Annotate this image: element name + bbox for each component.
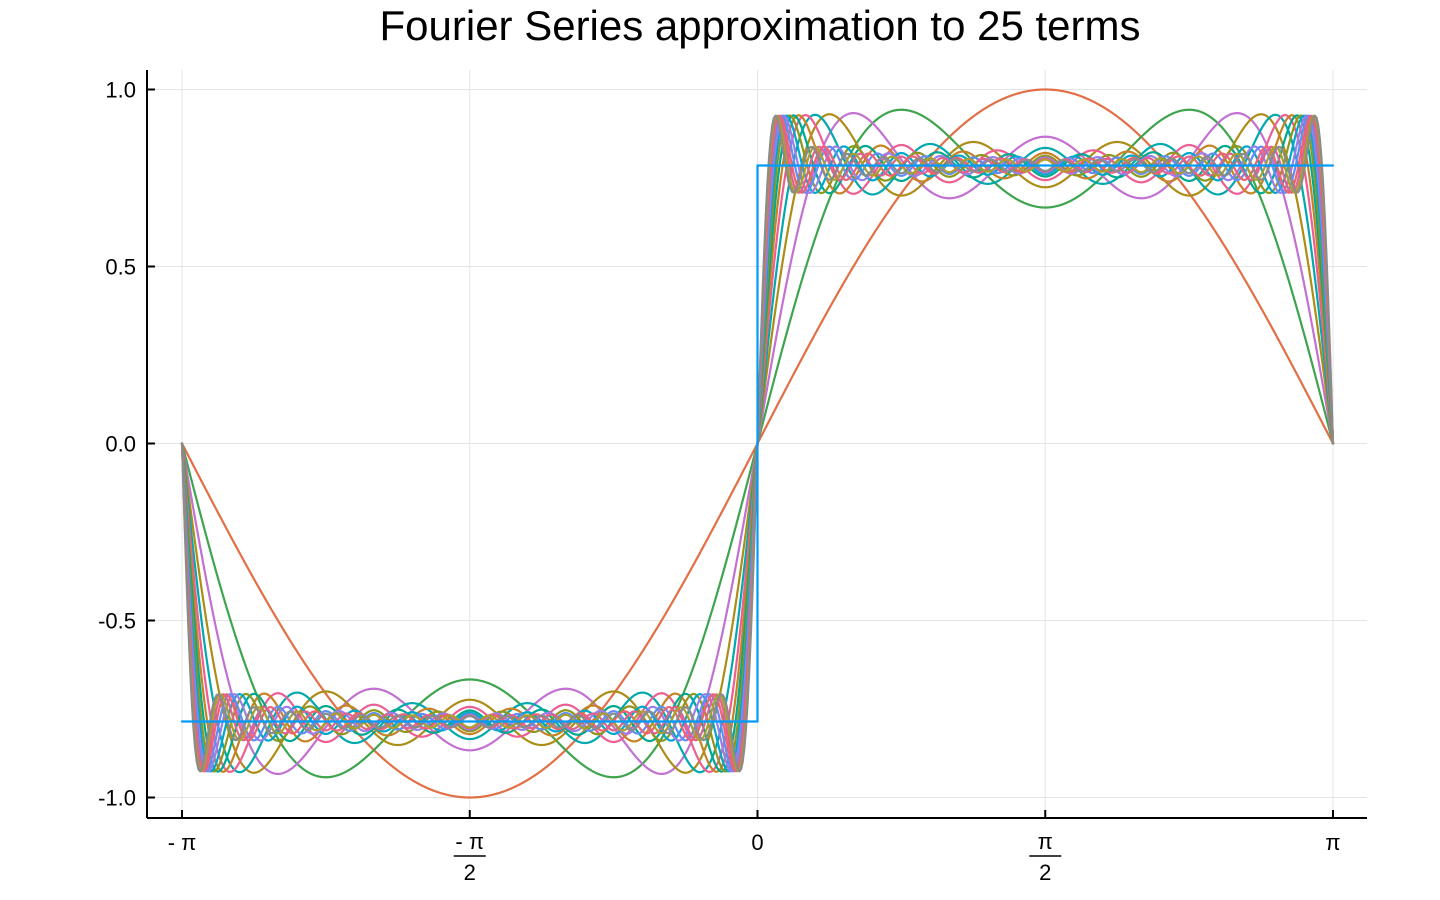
x-tick-label-denominator: 2 — [464, 860, 476, 885]
x-tick-label-numerator: π — [1038, 829, 1053, 854]
y-tick-label: -0.5 — [98, 609, 136, 634]
x-tick-label: 0 — [751, 830, 763, 855]
x-tick-label: - π — [168, 830, 197, 855]
x-tick-label-numerator: - π — [455, 829, 484, 854]
x-tick-label: π — [1325, 830, 1340, 855]
y-tick-label: 1.0 — [105, 78, 136, 103]
y-tick-label: 0.0 — [105, 432, 136, 457]
series-layer — [180, 88, 1335, 799]
chart-title: Fourier Series approximation to 25 terms — [380, 2, 1141, 49]
x-tick-label-denominator: 2 — [1039, 860, 1051, 885]
y-tick-label: -1.0 — [98, 786, 136, 811]
square-wave-line — [180, 164, 1335, 723]
tick-layer: 1.0 0.5 0.0 -0.5 -1.0 - π - π 2 0 π 2 π — [98, 78, 1341, 886]
y-tick-label: 0.5 — [105, 255, 136, 280]
